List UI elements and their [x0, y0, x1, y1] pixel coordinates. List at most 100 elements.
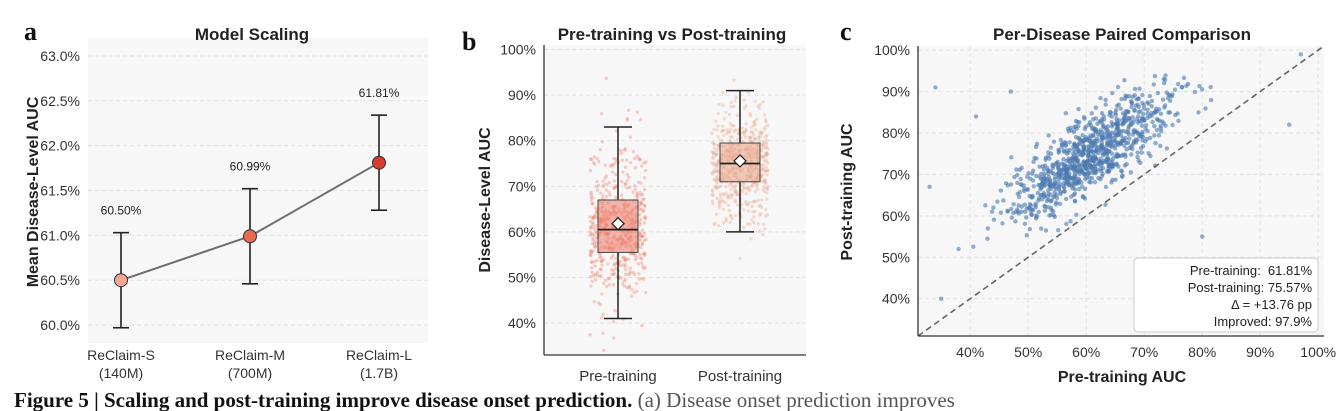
x-ticks-a: ReClaim-S (140M) ReClaim-M (700M) ReClaim-L(… — [87, 347, 412, 381]
scatter-point — [1038, 185, 1044, 191]
scatter-point — [1009, 215, 1015, 220]
scatter-point — [1120, 111, 1126, 116]
scatter-point — [1037, 174, 1042, 179]
jitter-point — [736, 203, 740, 207]
jitter-point — [751, 200, 755, 204]
jitter-point — [765, 173, 769, 177]
jitter-point — [750, 218, 754, 222]
jitter-point — [594, 224, 598, 228]
jitter-point — [588, 233, 592, 237]
jitter-point — [590, 279, 594, 283]
jitter-point — [729, 196, 734, 200]
jitter-point — [730, 135, 734, 139]
scatter-point — [1093, 148, 1098, 153]
jitter-point — [761, 222, 766, 227]
jitter-point — [717, 201, 721, 205]
scatter-point — [1203, 106, 1208, 111]
jitter-point — [758, 130, 762, 134]
jitter-point — [596, 183, 601, 188]
jitter-point — [715, 128, 720, 132]
jitter-point — [629, 294, 634, 298]
scatter-point — [998, 210, 1004, 215]
scatter-point — [1298, 52, 1303, 57]
jitter-point — [722, 117, 727, 121]
jitter-point — [623, 268, 628, 272]
x-tick-label: 50% — [1014, 344, 1042, 360]
jitter-point — [711, 152, 716, 156]
jitter-point — [638, 238, 643, 243]
jitter-point — [762, 179, 767, 184]
scatter-point — [1118, 106, 1123, 111]
jitter-point — [762, 185, 766, 189]
jitter-point — [732, 78, 736, 82]
jitter-point — [727, 112, 732, 117]
scatter-point — [1119, 169, 1124, 174]
y-axis-label-c: Post-training AUC — [840, 123, 856, 261]
jitter-point — [613, 172, 618, 177]
scatter-point — [1116, 128, 1122, 134]
jitter-point — [638, 231, 643, 236]
jitter-point — [589, 232, 594, 236]
y-ticks-a: 60.0% 60.5% 61.0% 61.5% 62.0% 62.5% 63.0% — [40, 48, 80, 333]
scatter-point — [1118, 141, 1123, 147]
scatter-point — [1059, 171, 1064, 177]
jitter-point — [766, 123, 770, 128]
jitter-point — [641, 234, 645, 239]
jitter-point — [643, 204, 647, 208]
jitter-point — [635, 154, 639, 158]
jitter-point — [761, 163, 766, 167]
scatter-point — [1208, 84, 1213, 90]
jitter-point — [735, 189, 739, 193]
jitter-point — [728, 127, 733, 131]
jitter-point — [753, 122, 758, 127]
data-label: 60.50% — [101, 204, 142, 218]
jitter-point — [640, 241, 645, 246]
jitter-point — [593, 264, 597, 268]
jitter-point — [762, 113, 767, 117]
jitter-point — [742, 181, 747, 186]
jitter-point — [740, 202, 744, 207]
jitter-point — [715, 177, 719, 182]
scatter-point — [1113, 177, 1118, 183]
jitter-point — [760, 198, 764, 202]
chart-title-c: Per-Disease Paired Comparison — [993, 25, 1251, 44]
jitter-point — [638, 220, 642, 224]
jitter-point — [625, 285, 629, 290]
scatter-point — [1074, 212, 1079, 218]
jitter-point — [763, 178, 767, 182]
scatter-point — [1154, 116, 1160, 122]
scatter-point — [1088, 133, 1093, 138]
scatter-point — [1072, 124, 1077, 130]
jitter-point — [746, 202, 750, 206]
scatter-point — [1075, 152, 1080, 158]
scatter-point — [985, 236, 990, 241]
scatter-point — [1000, 221, 1005, 226]
scatter-point — [1103, 202, 1108, 207]
jitter-point — [596, 159, 601, 164]
jitter-point — [637, 272, 641, 276]
scatter-point — [1124, 161, 1129, 167]
jitter-point — [640, 234, 644, 239]
jitter-point — [716, 134, 720, 139]
jitter-point — [640, 256, 644, 261]
jitter-point — [599, 255, 603, 259]
scatter-point — [1149, 103, 1154, 109]
scatter-point — [1112, 146, 1118, 151]
jitter-point — [642, 238, 646, 243]
scatter-point — [1043, 155, 1049, 160]
jitter-point — [591, 216, 595, 221]
jitter-point — [758, 102, 763, 107]
scatter-point — [1001, 198, 1006, 203]
scatter-point — [1039, 181, 1045, 186]
data-label: 61.81% — [359, 86, 400, 100]
y-tick-label: 60% — [508, 224, 536, 240]
scatter-point — [1093, 155, 1098, 160]
jitter-point — [761, 145, 765, 149]
scatter-point — [1098, 128, 1103, 133]
jitter-point — [612, 271, 616, 276]
jitter-point — [613, 161, 617, 166]
jitter-point — [754, 117, 759, 122]
scatter-point — [1124, 129, 1129, 134]
jitter-point — [712, 146, 716, 151]
jitter-point — [638, 157, 642, 162]
